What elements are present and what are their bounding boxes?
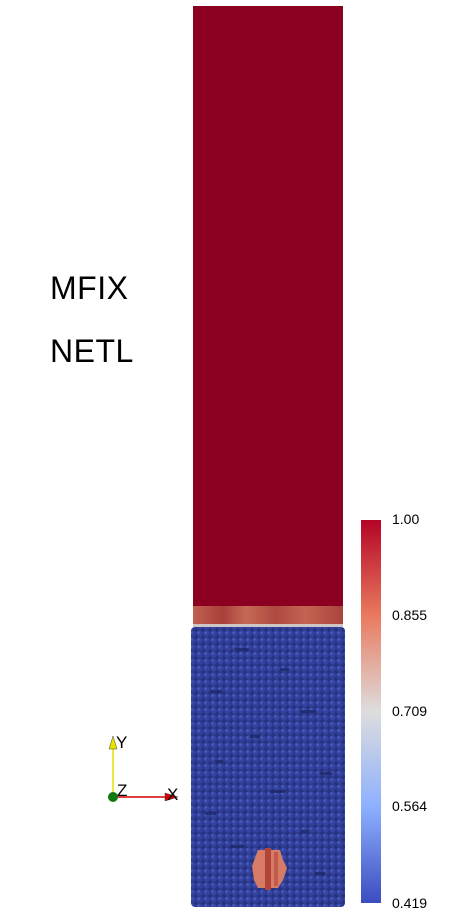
legend-tick-mid: 0.709 [392,703,428,719]
interface-band [193,606,343,626]
legend-tick-max: 1.00 [392,511,420,527]
legend-tick-min: 0.419 [392,895,428,911]
gas-bubble [252,848,287,890]
bed-voids [205,648,332,875]
legend-tick-2: 0.855 [392,607,428,623]
interface-gap [193,624,343,628]
gas-region [193,6,343,607]
particle-bed [191,627,345,907]
annotation-netl: NETL [50,333,134,369]
color-legend-bar [361,520,381,903]
annotation-mfix: MFIX [50,270,129,306]
legend-tick-4: 0.564 [392,798,428,814]
